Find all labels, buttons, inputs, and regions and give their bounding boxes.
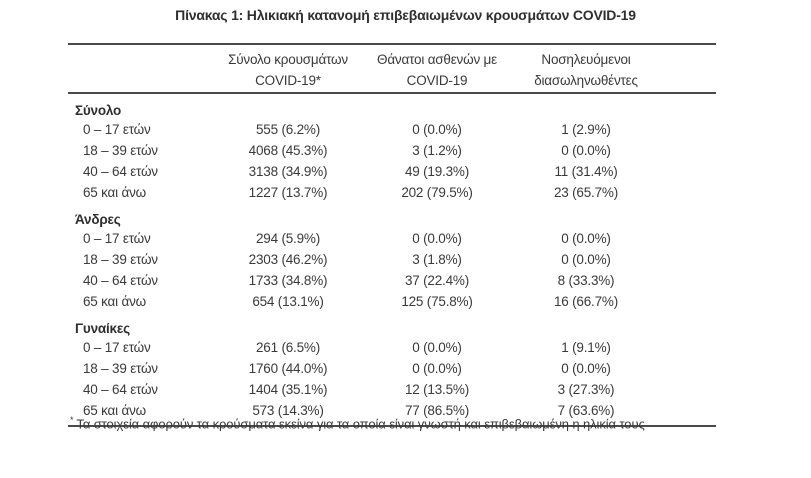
age-group-label: 40 – 64 ετών — [83, 273, 158, 288]
intubated-cell: 23 (65.7%) — [553, 185, 619, 200]
deaths-cell: 0 (0.0%) — [412, 231, 462, 246]
section-header-row: Γυναίκες — [68, 312, 716, 337]
intubated-cell: 0 (0.0%) — [561, 361, 611, 376]
table-row: 65 και άνω 654 (13.1%) 125 (75.8%) 16 (66.7… — [68, 291, 716, 312]
age-group-label: 65 και άνω — [83, 185, 147, 200]
cases-cell: 1733 (34.8%) — [248, 273, 328, 288]
deaths-cell: 0 (0.0%) — [412, 361, 462, 376]
deaths-cell: 125 (75.8%) — [401, 294, 473, 309]
table-body: Σύνολο 0 – 17 ετών 555 (6.2%) 0 (0.0%) 1 (2.… — [68, 94, 716, 425]
section-label: Σύνολο — [75, 103, 122, 118]
age-group-label: 18 – 39 ετών — [83, 252, 158, 267]
age-group-label: 65 και άνω — [83, 294, 147, 309]
table-row: 0 – 17 ετών 261 (6.5%) 0 (0.0%) 1 (9.1%) — [68, 337, 716, 358]
header-deaths-line1: Θάνατοι ασθενών με — [377, 51, 497, 67]
table-row: 40 – 64 ετών 1733 (34.8%) 37 (22.4%) 8 (33.… — [68, 270, 716, 291]
cases-cell: 1404 (35.1%) — [248, 382, 328, 397]
deaths-cell: 12 (13.5%) — [404, 382, 470, 397]
intubated-cell: 7 (63.6%) — [557, 403, 615, 418]
cases-cell: 294 (5.9%) — [255, 231, 321, 246]
header-deaths: Θάνατοι ασθενών με COVID-19 — [363, 47, 511, 91]
footnote: * Τα στοιχεία αφορούν τα κρούσματα εκείνα… — [70, 415, 718, 431]
table-row: 40 – 64 ετών 3138 (34.9%) 49 (19.3%) 11 (31… — [68, 161, 716, 182]
table-title: Πίνακας 1: Ηλικιακή κατανομή επιβεβαιωμέ… — [175, 7, 636, 23]
table-row: 18 – 39 ετών 4068 (45.3%) 3 (1.2%) 0 (0.0%) — [68, 140, 716, 161]
age-group-label: 40 – 64 ετών — [83, 382, 158, 397]
age-group-label: 18 – 39 ετών — [83, 361, 158, 376]
section-header-row: Σύνολο — [68, 94, 716, 119]
intubated-cell: 0 (0.0%) — [561, 143, 611, 158]
table-row: 0 – 17 ετών 555 (6.2%) 0 (0.0%) 1 (2.9%) — [68, 119, 716, 140]
section-label: Γυναίκες — [75, 321, 130, 336]
deaths-cell: 0 (0.0%) — [412, 340, 462, 355]
cases-cell: 654 (13.1%) — [252, 294, 324, 309]
table-row: 40 – 64 ετών 1404 (35.1%) 12 (13.5%) 3 (27.… — [68, 379, 716, 400]
intubated-cell: 0 (0.0%) — [561, 252, 611, 267]
cases-cell: 573 (14.3%) — [252, 403, 324, 418]
cases-cell: 555 (6.2%) — [255, 122, 321, 137]
table-header-row: Σύνολο κρουσμάτων COVID-19* Θάνατοι ασθε… — [68, 45, 716, 92]
header-intubated-line1: Νοσηλευόμενοι — [541, 51, 631, 67]
section-label: Άνδρες — [75, 212, 121, 227]
section-header-row: Άνδρες — [68, 203, 716, 228]
header-total-cases-line1: Σύνολο κρουσμάτων — [228, 51, 348, 67]
table-row: 18 – 39 ετών 1760 (44.0%) 0 (0.0%) 0 (0.0%) — [68, 358, 716, 379]
header-spacer-cell — [661, 68, 716, 70]
cases-cell: 261 (6.5%) — [255, 340, 321, 355]
cases-cell: 3138 (34.9%) — [248, 164, 328, 179]
header-total-cases: Σύνολο κρουσμάτων COVID-19* — [213, 47, 363, 91]
age-group-label: 0 – 17 ετών — [83, 122, 151, 137]
age-group-label: 65 και άνω — [83, 403, 147, 418]
header-intubated: Νοσηλευόμενοι διασωληνωθέντες — [511, 47, 661, 91]
cases-cell: 1227 (13.7%) — [248, 185, 328, 200]
deaths-cell: 3 (1.8%) — [412, 252, 462, 267]
cases-cell: 4068 (45.3%) — [248, 143, 328, 158]
table-row: 18 – 39 ετών 2303 (46.2%) 3 (1.8%) 0 (0.0%) — [68, 249, 716, 270]
table-header: Σύνολο κρουσμάτων COVID-19* Θάνατοι ασθε… — [68, 45, 716, 94]
footnote-asterisk: * — [70, 415, 74, 425]
deaths-cell: 77 (86.5%) — [404, 403, 470, 418]
intubated-cell: 16 (66.7%) — [553, 294, 619, 309]
intubated-cell: 1 (9.1%) — [561, 340, 611, 355]
deaths-cell: 3 (1.2%) — [412, 143, 462, 158]
header-intubated-line2: διασωληνωθέντες — [534, 72, 638, 88]
deaths-cell: 202 (79.5%) — [401, 185, 473, 200]
covid-age-distribution-table: Σύνολο κρουσμάτων COVID-19* Θάνατοι ασθε… — [68, 43, 716, 427]
intubated-cell: 3 (27.3%) — [557, 382, 615, 397]
age-group-label: 40 – 64 ετών — [83, 164, 158, 179]
age-group-label: 18 – 39 ετών — [83, 143, 158, 158]
intubated-cell: 11 (31.4%) — [554, 164, 618, 179]
age-group-label: 0 – 17 ετών — [83, 340, 151, 355]
table-row: 65 και άνω 573 (14.3%) 77 (86.5%) 7 (63.6%) — [68, 400, 716, 421]
deaths-cell: 0 (0.0%) — [412, 122, 462, 137]
age-group-label: 0 – 17 ετών — [83, 231, 151, 246]
table-row: 0 – 17 ετών 294 (5.9%) 0 (0.0%) 0 (0.0%) — [68, 228, 716, 249]
deaths-cell: 49 (19.3%) — [404, 164, 470, 179]
intubated-cell: 0 (0.0%) — [561, 231, 611, 246]
table-row: 65 και άνω 1227 (13.7%) 202 (79.5%) 23 (65.… — [68, 182, 716, 203]
deaths-cell: 37 (22.4%) — [404, 273, 470, 288]
intubated-cell: 8 (33.3%) — [557, 273, 615, 288]
header-total-cases-line2: COVID-19* — [255, 72, 321, 88]
footnote-text: Τα στοιχεία αφορούν τα κρούσματα εκείνα … — [76, 416, 645, 432]
header-deaths-line2: COVID-19 — [406, 72, 468, 88]
cases-cell: 2303 (46.2%) — [248, 252, 328, 267]
cases-cell: 1760 (44.0%) — [248, 361, 328, 376]
intubated-cell: 1 (2.9%) — [561, 122, 611, 137]
header-empty-cell — [68, 68, 213, 70]
